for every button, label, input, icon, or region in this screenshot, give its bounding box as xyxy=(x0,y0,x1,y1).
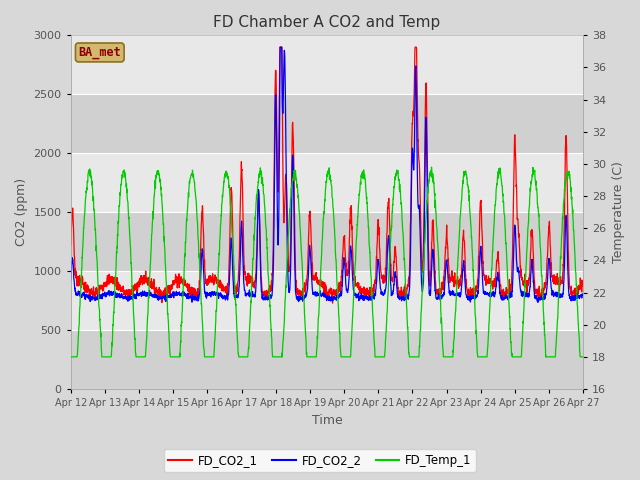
X-axis label: Time: Time xyxy=(312,414,342,427)
Y-axis label: Temperature (C): Temperature (C) xyxy=(612,161,625,263)
Text: BA_met: BA_met xyxy=(78,46,121,59)
Legend: FD_CO2_1, FD_CO2_2, FD_Temp_1: FD_CO2_1, FD_CO2_2, FD_Temp_1 xyxy=(164,449,476,472)
Bar xyxy=(70,212,583,271)
Title: FD Chamber A CO2 and Temp: FD Chamber A CO2 and Temp xyxy=(213,15,440,30)
Y-axis label: CO2 (ppm): CO2 (ppm) xyxy=(15,178,28,246)
Bar xyxy=(70,330,583,389)
Bar xyxy=(70,94,583,153)
